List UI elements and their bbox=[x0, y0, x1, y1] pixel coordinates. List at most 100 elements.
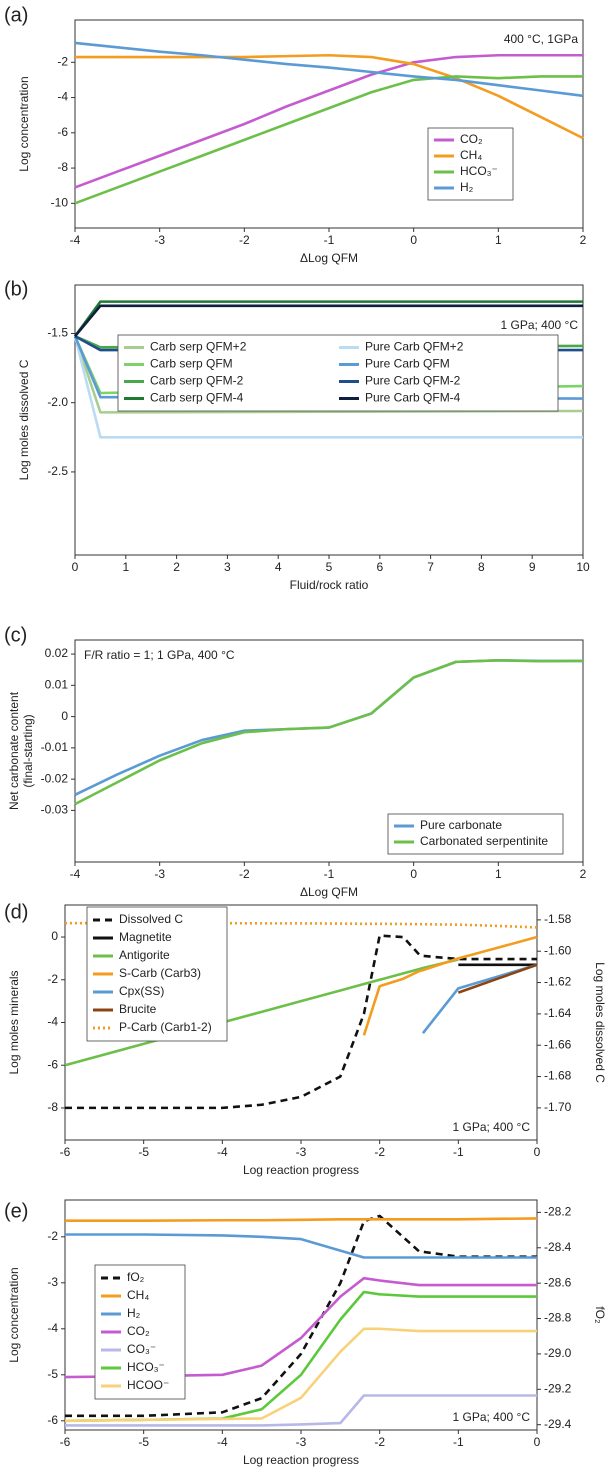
x-tick-label: 6 bbox=[376, 560, 383, 574]
annotation: 1 GPa; 400 °C bbox=[500, 318, 578, 332]
series-line bbox=[362, 935, 538, 1036]
series-line bbox=[75, 53, 584, 140]
legend-label: Pure Carb QFM+2 bbox=[365, 340, 464, 354]
chart-panel: (d) -6 -5 -4 -3 -2 -1 0 0 -2 -4 -6 -8 -1.58 -1.60 -1.62… bbox=[4, 901, 607, 1177]
y2-tick-label: -28.2 bbox=[544, 1205, 572, 1219]
x-tick-label: -1 bbox=[453, 1435, 464, 1449]
series-line bbox=[65, 921, 538, 929]
x-tick-label: -1 bbox=[324, 233, 335, 247]
y-axis-title: Log concentration bbox=[17, 76, 31, 171]
x-tick-label: 0 bbox=[410, 867, 417, 881]
annotation: 1 GPa; 400 °C bbox=[452, 1410, 530, 1424]
x-tick-label: -5 bbox=[138, 1435, 149, 1449]
y-tick-label: -0.03 bbox=[41, 803, 69, 817]
x-axis-title: ΔLog QFM bbox=[300, 885, 358, 899]
series-line bbox=[457, 963, 538, 994]
y-tick-label: -10 bbox=[51, 195, 69, 209]
y2-tick-label: -1.58 bbox=[544, 912, 572, 926]
x-tick-label: -2 bbox=[374, 1435, 385, 1449]
legend-label: H₂ bbox=[460, 180, 474, 194]
y2-tick-label: -28.4 bbox=[544, 1240, 572, 1254]
panel-label: (a) bbox=[4, 4, 28, 26]
legend-box bbox=[387, 813, 564, 855]
y2-tick-label: -29.0 bbox=[544, 1346, 572, 1360]
x-tick-label: 2 bbox=[580, 233, 587, 247]
x-tick-label: -6 bbox=[60, 1145, 71, 1159]
series-line bbox=[74, 304, 583, 338]
x-tick-label: 7 bbox=[427, 560, 434, 574]
legend-label: Carb serp QFM-2 bbox=[150, 374, 244, 388]
x-axis-title: Fluid/rock ratio bbox=[290, 578, 369, 592]
legend-label: CH₄ bbox=[460, 148, 482, 162]
x-tick-label: 0 bbox=[410, 233, 417, 247]
legend-label: CO₃⁻ bbox=[127, 1342, 156, 1356]
series-line bbox=[65, 1214, 537, 1418]
x-tick-label: 1 bbox=[495, 867, 502, 881]
y-tick-label: 0 bbox=[51, 929, 58, 943]
y-tick-label: -8 bbox=[47, 1100, 58, 1114]
y2-axis-title: Log moles dissolved C bbox=[593, 962, 607, 1083]
legend-label: fO₂ bbox=[127, 1270, 145, 1284]
series-line bbox=[421, 963, 538, 1034]
legend: Carb serp QFM+2 Carb serp QFM Carb serp QF… bbox=[117, 334, 559, 412]
series-line bbox=[64, 1276, 537, 1379]
x-tick-label: 2 bbox=[173, 560, 180, 574]
x-tick-label: -1 bbox=[453, 1145, 464, 1159]
y-tick-label: -6 bbox=[57, 125, 68, 139]
chart-panel: (c) -4 -3 -2 -1 0 1 2 0.02 0.01 0 -0.01 -0.02 -0.03 ΔL… bbox=[4, 624, 587, 899]
y-tick-label: -2.0 bbox=[47, 395, 68, 409]
legend-label: CH₄ bbox=[127, 1288, 149, 1302]
y-axis-title: Log concentration bbox=[7, 1267, 21, 1362]
y2-tick-label: -1.70 bbox=[544, 1100, 572, 1114]
y-tick-label: 0.02 bbox=[45, 646, 69, 660]
y-tick-label: -8 bbox=[57, 160, 68, 174]
legend-label: Pure Carb QFM bbox=[365, 357, 450, 371]
legend: Dissolved C Magnetite Antigorite S-Carb (Ca… bbox=[86, 906, 228, 1042]
x-tick-label: -3 bbox=[154, 233, 165, 247]
legend-label: Carb serp QFM+2 bbox=[150, 340, 247, 354]
x-tick-label: 5 bbox=[326, 560, 333, 574]
legend: fO₂ CH₄ H₂ CO₂ CO₃⁻ HCO₃⁻ HCOO⁻ bbox=[94, 1264, 186, 1400]
x-axis-title: Log reaction progress bbox=[243, 1163, 359, 1177]
legend-label: Pure Carb QFM-2 bbox=[365, 374, 461, 388]
series-line bbox=[64, 1327, 537, 1423]
y-tick-label: -2 bbox=[47, 972, 58, 986]
y-tick-label: -2.5 bbox=[47, 464, 68, 478]
series-line bbox=[65, 934, 537, 1110]
chart-panel: (b) 0 1 2 3 4 5 6 7 8 9 10 -1.5 -2.0 -2.5 Fluid/rock ra… bbox=[4, 278, 590, 592]
legend-label: HCO₃⁻ bbox=[460, 164, 498, 178]
legend-label: Carb serp QFM bbox=[150, 357, 233, 371]
series-line bbox=[73, 335, 584, 414]
x-tick-label: 2 bbox=[580, 867, 587, 881]
x-tick-label: 1 bbox=[495, 233, 502, 247]
annotation: F/R ratio = 1; 1 GPa, 400 °C bbox=[84, 648, 235, 662]
legend-label: CO₂ bbox=[127, 1324, 150, 1338]
y-tick-label: -0.01 bbox=[41, 740, 69, 754]
y-tick-label: 0.01 bbox=[45, 678, 69, 692]
legend-label: S-Carb (Carb3) bbox=[119, 966, 201, 980]
x-tick-label: -2 bbox=[239, 233, 250, 247]
legend-label: Dissolved C bbox=[119, 912, 183, 926]
legend-label: P-Carb (Carb1-2) bbox=[119, 1020, 212, 1034]
legend: CO₂ CH₄ HCO₃⁻ H₂ bbox=[427, 127, 514, 201]
panel-label: (b) bbox=[4, 278, 28, 300]
x-tick-label: -4 bbox=[70, 233, 81, 247]
x-axis-title: ΔLog QFM bbox=[300, 251, 358, 265]
legend-label: HCO₃⁻ bbox=[127, 1360, 165, 1374]
y-tick-label: -3 bbox=[47, 1275, 58, 1289]
x-tick-label: -2 bbox=[239, 867, 250, 881]
series-line bbox=[65, 1394, 537, 1427]
y-axis-title: Log moles minerals bbox=[7, 970, 21, 1074]
x-tick-label: -6 bbox=[60, 1435, 71, 1449]
legend-label: Pure carbonate bbox=[420, 818, 502, 832]
series-line bbox=[65, 1217, 538, 1222]
panel-label: (e) bbox=[4, 1200, 28, 1222]
x-tick-label: 0 bbox=[534, 1435, 541, 1449]
y2-tick-label: -1.62 bbox=[544, 975, 572, 989]
chart-panel: (e) -6 -5 -4 -3 -2 -1 0 -2 -3 -4 -5 -6 -28.2 -28.4 -28.… bbox=[4, 1199, 607, 1467]
legend-label: Antigorite bbox=[119, 948, 170, 962]
y2-tick-label: -29.2 bbox=[544, 1381, 572, 1395]
